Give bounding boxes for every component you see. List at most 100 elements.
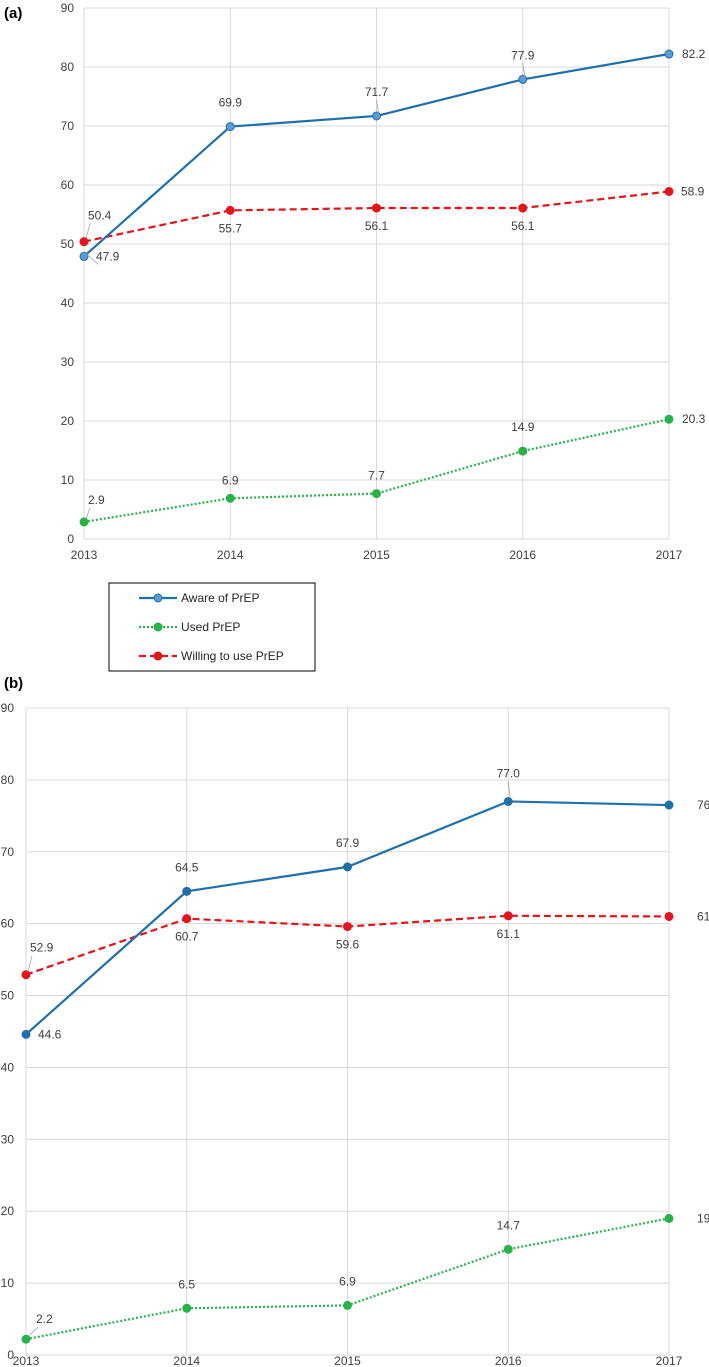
data-point-used-prep bbox=[225, 493, 235, 503]
data-point-willing-to-use-prep bbox=[79, 237, 89, 247]
data-point-aware-of-prep bbox=[664, 800, 674, 810]
y-tick-label: 60 bbox=[1, 917, 15, 931]
x-tick-label: 2014 bbox=[173, 1354, 200, 1367]
legend-swatch-marker bbox=[153, 622, 163, 632]
data-label-used-prep: 2.9 bbox=[88, 493, 105, 507]
y-tick-label: 40 bbox=[61, 296, 75, 310]
data-point-willing-to-use-prep bbox=[518, 203, 528, 213]
data-label-aware-of-prep: 64.5 bbox=[175, 860, 199, 874]
data-point-aware-of-prep bbox=[372, 111, 381, 121]
y-tick-label: 70 bbox=[61, 119, 75, 133]
data-label-used-prep: 14.9 bbox=[511, 420, 535, 434]
x-tick-label: 2016 bbox=[509, 548, 536, 562]
label-leader-line bbox=[85, 507, 91, 520]
label-leader-line bbox=[85, 223, 91, 239]
series-used-prep: 2.2 6.5 6.9 14.7 19.0 bbox=[21, 1211, 709, 1344]
label-leader-line bbox=[522, 63, 526, 77]
y-tick-label: 20 bbox=[1, 1204, 15, 1218]
data-label-willing-to-use-prep: 56.1 bbox=[511, 219, 535, 233]
legend-entry-willing-to-use-prep: Willing to use PrEP bbox=[139, 649, 284, 663]
data-point-aware-of-prep bbox=[343, 862, 352, 872]
data-point-aware-of-prep bbox=[182, 886, 192, 896]
data-label-willing-to-use-prep: 58.9 bbox=[681, 184, 705, 198]
x-tick-label: 2015 bbox=[363, 548, 390, 562]
data-label-used-prep: 6.9 bbox=[339, 1274, 356, 1288]
y-tick-label: 0 bbox=[7, 1348, 14, 1362]
y-tick-label: 10 bbox=[1, 1276, 15, 1290]
data-point-willing-to-use-prep bbox=[343, 922, 352, 932]
data-label-willing-to-use-prep: 61.1 bbox=[497, 927, 521, 941]
series-aware-of-prep: 44.6 64.5 67.9 77.0 76.5 bbox=[21, 766, 709, 1041]
x-tick-label: 2017 bbox=[656, 1354, 683, 1367]
data-label-used-prep: 2.2 bbox=[36, 1312, 53, 1326]
data-point-willing-to-use-prep bbox=[372, 203, 381, 213]
data-point-used-prep bbox=[79, 517, 89, 527]
data-label-aware-of-prep: 67.9 bbox=[336, 836, 360, 850]
data-label-willing-to-use-prep: 60.7 bbox=[175, 930, 199, 944]
series-willing-to-use-prep: 50.4 55.7 56.1 56.1 58.9 bbox=[79, 184, 705, 247]
data-label-aware-of-prep: 71.7 bbox=[365, 85, 389, 99]
x-tick-label: 2013 bbox=[71, 548, 98, 562]
data-label-willing-to-use-prep: 61.0 bbox=[697, 909, 709, 923]
data-label-used-prep: 20.3 bbox=[682, 412, 706, 426]
legend-label: Used PrEP bbox=[181, 620, 240, 634]
legend-swatch-marker bbox=[153, 593, 163, 603]
y-tick-label: 30 bbox=[1, 1132, 15, 1146]
data-point-aware-of-prep bbox=[503, 796, 513, 806]
data-point-willing-to-use-prep bbox=[182, 914, 192, 924]
panel-label-a: (a) bbox=[4, 5, 22, 22]
data-point-used-prep bbox=[518, 446, 528, 456]
y-tick-label: 80 bbox=[1, 773, 15, 787]
data-label-used-prep: 7.7 bbox=[368, 469, 385, 483]
label-leader-line bbox=[507, 781, 511, 799]
x-tick-label: 2013 bbox=[13, 1354, 40, 1367]
data-point-willing-to-use-prep bbox=[664, 186, 674, 196]
panel-a-chart: (a) 0 10 20 30 40 50 60 70 80 90 2013 2014 2015 2016 20… bbox=[4, 1, 706, 562]
y-tick-label: 10 bbox=[61, 473, 75, 487]
data-label-aware-of-prep: 44.6 bbox=[38, 1027, 62, 1041]
data-label-aware-of-prep: 47.9 bbox=[96, 249, 120, 263]
legend: Aware of PrEP Used PrEP Willing to use PrE… bbox=[108, 582, 316, 672]
legend-entry-used-prep: Used PrEP bbox=[139, 620, 240, 634]
y-tick-label: 50 bbox=[61, 237, 75, 251]
x-tick-label: 2016 bbox=[495, 1354, 522, 1367]
y-tick-label: 50 bbox=[1, 989, 15, 1003]
data-point-willing-to-use-prep bbox=[225, 205, 235, 215]
y-tick-label: 30 bbox=[61, 355, 75, 369]
data-point-used-prep bbox=[343, 1300, 352, 1310]
data-label-aware-of-prep: 82.2 bbox=[682, 47, 706, 61]
series-aware-of-prep: 47.9 69.9 71.7 77.9 82.2 bbox=[79, 47, 706, 265]
y-tick-label: 90 bbox=[1, 701, 15, 715]
data-point-used-prep bbox=[664, 1213, 674, 1223]
data-label-willing-to-use-prep: 55.7 bbox=[219, 221, 243, 235]
series-line-willing-to-use-prep bbox=[83, 190, 670, 243]
x-tick-label: 2017 bbox=[656, 548, 683, 562]
data-point-used-prep bbox=[372, 489, 381, 499]
data-label-aware-of-prep: 77.0 bbox=[497, 766, 521, 780]
series-line-used-prep bbox=[83, 418, 670, 523]
y-tick-label: 20 bbox=[61, 414, 75, 428]
data-label-used-prep: 6.5 bbox=[178, 1277, 195, 1291]
data-point-aware-of-prep bbox=[79, 251, 89, 261]
data-label-used-prep: 6.9 bbox=[222, 473, 239, 487]
data-label-willing-to-use-prep: 59.6 bbox=[336, 938, 360, 952]
data-point-aware-of-prep bbox=[21, 1029, 31, 1039]
series-used-prep: 2.9 6.9 7.7 14.9 20.3 bbox=[79, 412, 706, 527]
y-tick-label: 60 bbox=[61, 178, 75, 192]
data-point-used-prep bbox=[664, 414, 674, 424]
data-point-willing-to-use-prep bbox=[21, 970, 31, 980]
x-tick-label: 2014 bbox=[217, 548, 244, 562]
data-point-willing-to-use-prep bbox=[503, 911, 513, 921]
y-tick-label: 70 bbox=[1, 845, 15, 859]
data-point-aware-of-prep bbox=[225, 122, 235, 132]
data-point-used-prep bbox=[182, 1303, 192, 1313]
series-willing-to-use-prep: 52.9 60.7 59.6 61.1 61.0 bbox=[21, 909, 709, 980]
data-label-used-prep: 19.0 bbox=[697, 1211, 709, 1225]
data-point-aware-of-prep bbox=[518, 74, 528, 84]
legend-label: Willing to use PrEP bbox=[181, 649, 284, 663]
data-label-used-prep: 14.7 bbox=[497, 1218, 521, 1232]
data-label-aware-of-prep: 77.9 bbox=[511, 48, 535, 62]
panel-b-chart: (b) 0 10 20 30 40 50 60 70 80 90 2013 2014 2015 2016 20… bbox=[1, 675, 709, 1367]
label-leader-line bbox=[27, 955, 33, 972]
